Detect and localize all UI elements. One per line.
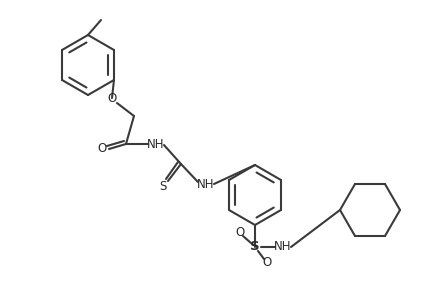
Text: NH: NH <box>197 177 215 190</box>
Text: NH: NH <box>147 138 165 151</box>
Text: NH: NH <box>274 241 292 254</box>
Text: S: S <box>159 179 167 192</box>
Text: O: O <box>262 256 272 269</box>
Text: O: O <box>107 91 116 104</box>
Text: O: O <box>97 143 107 155</box>
Text: S: S <box>250 241 260 254</box>
Text: O: O <box>235 226 245 239</box>
